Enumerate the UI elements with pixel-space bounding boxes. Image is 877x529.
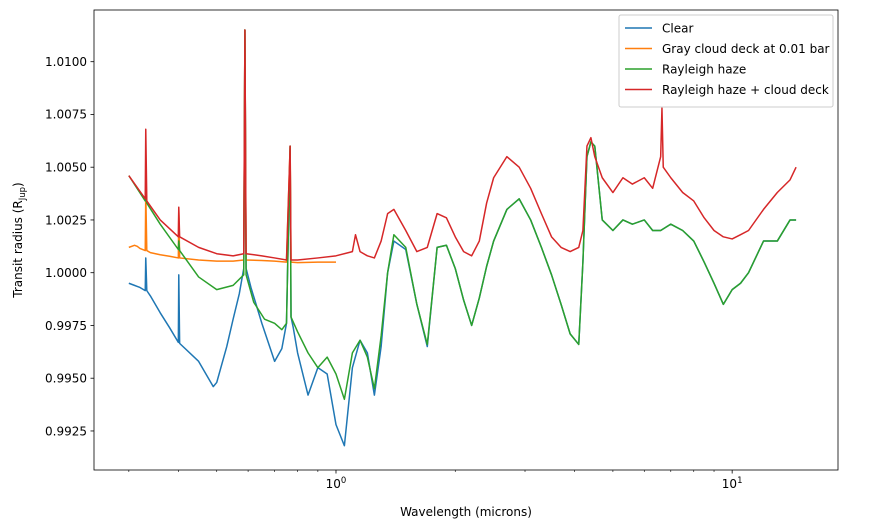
y-tick-label-6: 1.0075 [45, 108, 87, 122]
legend-frame [618, 14, 834, 108]
y-axis-label-end: ) [11, 182, 25, 187]
y-tick-label-4: 1.0025 [45, 213, 87, 227]
series-layer [128, 29, 797, 447]
y-tick-label-0: 0.9925 [45, 424, 87, 438]
legend-entry-3: Rayleigh haze + cloud deck [662, 83, 829, 97]
series-line-3 [128, 29, 797, 261]
legend-entry-1: Gray cloud deck at 0.01 bar [662, 42, 830, 56]
x-tick-label-1: 101 [722, 476, 743, 491]
legend-entry-0: Clear [662, 21, 693, 35]
y-axis: 0.9925 0.9950 0.9975 1.0000 1.0025 1.0050 1.00… [45, 55, 94, 438]
y-tick-label-7: 1.0100 [45, 55, 87, 69]
y-tick-label-1: 0.9950 [45, 372, 87, 386]
y-axis-label: Transit radius (RJup) [11, 182, 28, 298]
y-tick-label-3: 1.0000 [45, 266, 87, 280]
y-axis-label-main: Transit radius (R [11, 200, 25, 299]
legend: Clear Gray cloud deck at 0.01 bar Rayleigh… [618, 14, 834, 108]
y-tick-label-2: 0.9975 [45, 319, 87, 333]
x-tick-label-0: 100 [326, 476, 347, 491]
x-axis-label: Wavelength (microns) [400, 505, 532, 519]
plot-frame [93, 9, 839, 471]
y-axis-label-subscript: Jup [18, 187, 28, 201]
x-axis: 100 101 [128, 470, 743, 491]
y-tick-label-5: 1.0050 [45, 161, 87, 175]
legend-entry-2: Rayleigh haze [662, 62, 746, 76]
